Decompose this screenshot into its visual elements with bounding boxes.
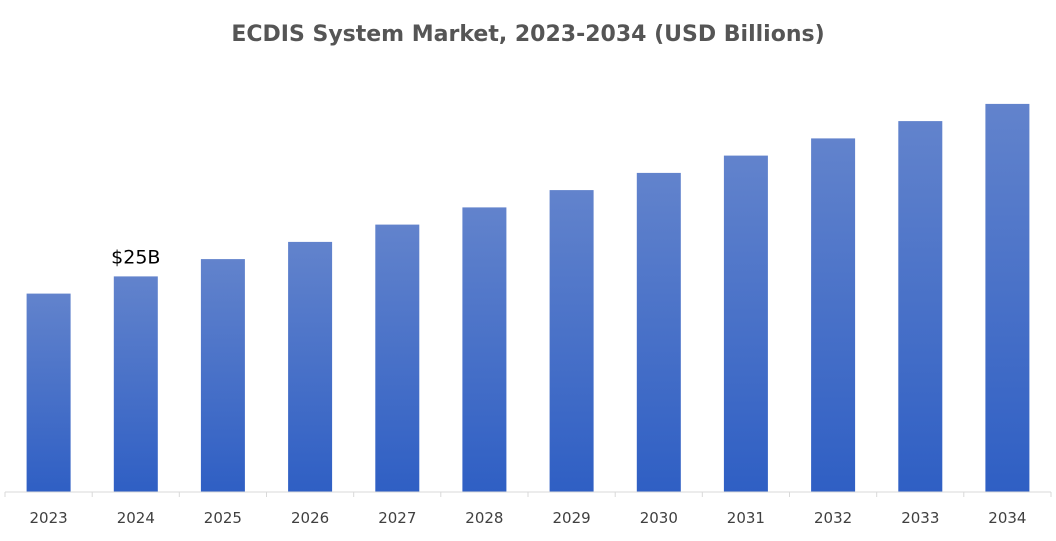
- bar-2033: [898, 121, 943, 492]
- labels-layer: 2023 2024 2025 2026 2027 2028 2029 2030 2031 2032…: [30, 246, 1027, 527]
- data-label-2024: $25B: [111, 246, 160, 268]
- bar-2031: [723, 155, 768, 492]
- bar-2034: [985, 103, 1030, 493]
- bar-2032: [811, 138, 856, 492]
- x-tick-label: 2032: [814, 509, 852, 527]
- x-tick-label: 2031: [727, 509, 765, 527]
- x-tick-label: 2033: [901, 509, 939, 527]
- chart-title: ECDIS System Market, 2023-2034 (USD Bill…: [231, 22, 825, 47]
- x-axis: [4, 491, 1052, 497]
- bar-2029: [549, 190, 594, 492]
- x-tick-label: 2029: [553, 509, 591, 527]
- bar-2023: [26, 293, 71, 492]
- x-tick-label: 2034: [988, 509, 1026, 527]
- bars-layer: [26, 103, 1030, 493]
- x-tick-label: 2026: [291, 509, 329, 527]
- x-tick-label: 2024: [117, 509, 155, 527]
- x-tick-label: 2025: [204, 509, 242, 527]
- bar-2030: [636, 172, 681, 492]
- bar-2026: [288, 241, 333, 492]
- bar-2025: [200, 259, 245, 492]
- x-tick-label: 2027: [378, 509, 416, 527]
- bar-2028: [462, 207, 507, 492]
- x-tick-label: 2030: [640, 509, 678, 527]
- bar-2027: [375, 224, 420, 492]
- bar-2024: [113, 276, 158, 492]
- x-tick-label: 2023: [30, 509, 68, 527]
- x-tick-label: 2028: [465, 509, 503, 527]
